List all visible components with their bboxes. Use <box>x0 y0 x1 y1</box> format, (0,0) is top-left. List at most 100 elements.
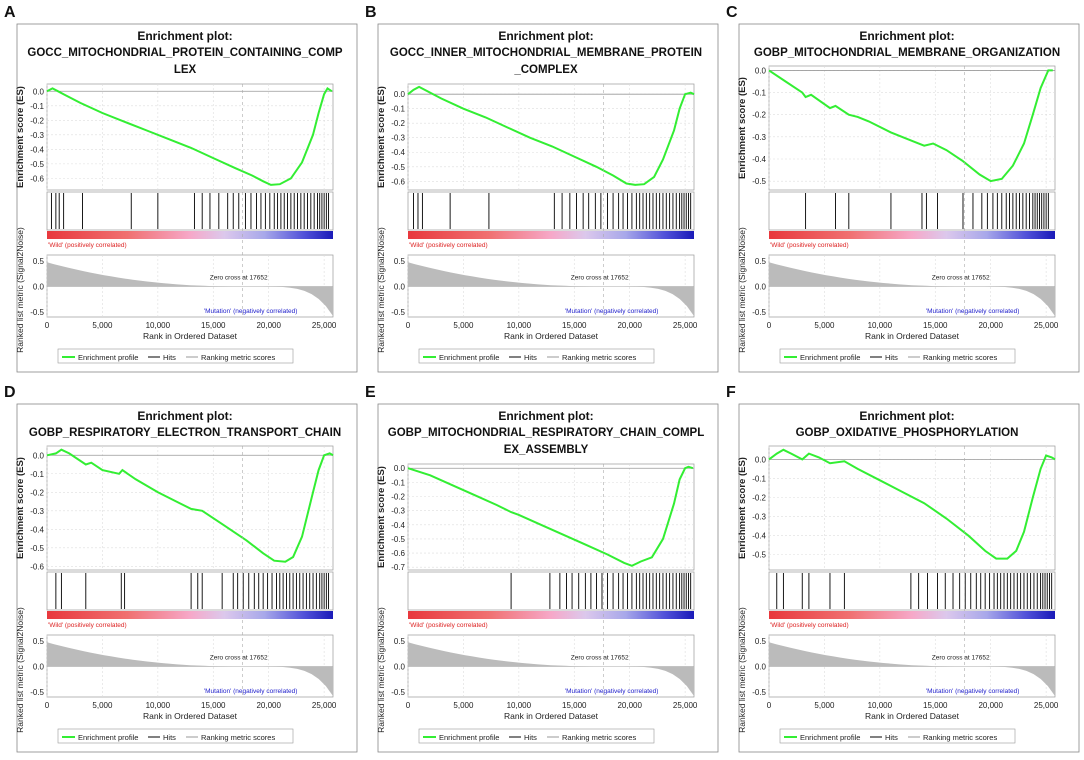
legend-rank-label: Ranking metric scores <box>562 733 636 742</box>
es-ytick-label: -0.4 <box>391 521 405 530</box>
es-plot-area <box>46 83 334 191</box>
xtick-label: 25,000 <box>312 701 337 710</box>
panel-b: B Enrichment plot: GOCC_INNER_MITOCHONDRIA… <box>365 4 719 373</box>
rank-ytick-label: 0.0 <box>394 283 406 292</box>
pos-corr-label: 'Wild' (positively correlated) <box>770 242 849 249</box>
es-ylabel: Enrichment score (ES) <box>737 77 748 179</box>
title-line: GOBP_MITOCHONDRIAL_MEMBRANE_ORGANIZATION <box>754 47 1060 59</box>
title-prefix: Enrichment plot: <box>137 409 232 423</box>
title-line: LEX <box>174 64 197 76</box>
title-line: GOBP_OXIDATIVE_PHOSPHORYLATION <box>796 427 1019 439</box>
rank-ytick-label: -0.5 <box>752 688 766 697</box>
panel-letter: C <box>726 4 738 21</box>
es-ytick-label: -0.3 <box>752 513 766 522</box>
rank-ytick-label: 0.0 <box>755 283 767 292</box>
legend-es-label: Enrichment profile <box>800 353 860 362</box>
es-ytick-label: -0.1 <box>391 478 405 487</box>
es-ytick-label: -0.5 <box>752 551 766 560</box>
es-ylabel: Enrichment score (ES) <box>15 457 26 559</box>
es-ytick-label: -0.3 <box>30 131 44 140</box>
es-ytick-label: -0.5 <box>30 544 44 553</box>
neg-corr-label: 'Mutation' (negatively correlated) <box>926 308 1020 315</box>
es-ytick-label: 0.0 <box>394 464 406 473</box>
xtick-label: 10,000 <box>146 701 171 710</box>
es-ytick-label: 0.0 <box>755 455 767 464</box>
xtick-label: 5,000 <box>92 321 113 330</box>
legend-hits-label: Hits <box>524 733 537 742</box>
title-line: GOCC_MITOCHONDRIAL_PROTEIN_CONTAINING_CO… <box>27 47 343 59</box>
xtick-label: 5,000 <box>814 701 835 710</box>
rank-ytick-label: 0.5 <box>33 637 45 646</box>
xtick-label: 10,000 <box>868 321 893 330</box>
xtick-label: 10,000 <box>868 701 893 710</box>
xtick-label: 15,000 <box>562 701 587 710</box>
title-prefix: Enrichment plot: <box>498 409 593 423</box>
es-curve <box>768 448 1056 560</box>
zero-cross-label: Zero cross at 17652 <box>932 655 990 662</box>
es-ytick-label: -0.3 <box>391 134 405 143</box>
rank-ytick-label: 0.0 <box>755 663 767 672</box>
rank-ytick-label: 0.0 <box>33 663 45 672</box>
rank-ylabel: Ranked list metric (Signal2Noise) <box>376 607 386 733</box>
xtick-label: 0 <box>767 701 772 710</box>
rank-ytick-label: 0.0 <box>394 663 406 672</box>
legend-box <box>418 348 655 364</box>
es-ytick-label: -0.6 <box>30 174 44 183</box>
xtick-label: 20,000 <box>978 701 1003 710</box>
es-ylabel: Enrichment score (ES) <box>15 86 26 188</box>
hits-area <box>46 571 334 611</box>
zero-cross-label: Zero cross at 17652 <box>932 275 990 282</box>
xlabel: Rank in Ordered Dataset <box>504 331 599 341</box>
title-line: GOBP_MITOCHONDRIAL_RESPIRATORY_CHAIN_COM… <box>388 427 705 439</box>
legend-rank-label: Ranking metric scores <box>923 353 997 362</box>
correlation-bar <box>408 611 694 619</box>
title-prefix: Enrichment plot: <box>859 409 954 423</box>
es-ylabel: Enrichment score (ES) <box>737 457 748 559</box>
es-ytick-label: -0.4 <box>30 525 44 534</box>
pos-corr-label: 'Wild' (positively correlated) <box>409 242 488 249</box>
es-ytick-label: -0.6 <box>391 549 405 558</box>
pos-corr-label: 'Wild' (positively correlated) <box>409 622 488 629</box>
legend-hits-label: Hits <box>524 353 537 362</box>
title-prefix: Enrichment plot: <box>498 29 593 43</box>
es-ytick-label: -0.2 <box>391 493 405 502</box>
title-line: EX_ASSEMBLY <box>504 444 589 456</box>
legend-hits-label: Hits <box>885 733 898 742</box>
es-ytick-label: 0.0 <box>33 87 45 96</box>
title-line: GOBP_RESPIRATORY_ELECTRON_TRANSPORT_CHAI… <box>29 427 341 439</box>
xtick-label: 0 <box>406 701 411 710</box>
xtick-label: 0 <box>767 321 772 330</box>
panel-letter: F <box>726 384 736 401</box>
hits-area <box>46 191 334 231</box>
xtick-label: 25,000 <box>673 321 698 330</box>
legend-box <box>779 728 1016 744</box>
rank-ylabel: Ranked list metric (Signal2Noise) <box>737 607 747 733</box>
pos-corr-label: 'Wild' (positively correlated) <box>48 242 127 249</box>
legend-box <box>779 348 1016 364</box>
rank-ytick-label: 0.5 <box>394 637 406 646</box>
es-ytick-label: -0.4 <box>752 155 766 164</box>
es-ytick-label: -0.1 <box>391 105 405 114</box>
legend-es-label: Enrichment profile <box>78 353 138 362</box>
es-ytick-label: -0.5 <box>391 535 405 544</box>
xtick-label: 25,000 <box>1034 701 1059 710</box>
es-ytick-label: -0.4 <box>30 145 44 154</box>
xtick-label: 15,000 <box>923 321 948 330</box>
es-ytick-label: -0.2 <box>391 119 405 128</box>
xtick-label: 5,000 <box>453 701 474 710</box>
xtick-label: 15,000 <box>923 701 948 710</box>
panel-f: F Enrichment plot: GOBP_OXIDATIVE_PHOSPHOR… <box>726 384 1080 753</box>
xlabel: Rank in Ordered Dataset <box>865 331 960 341</box>
zero-cross-label: Zero cross at 17652 <box>571 655 629 662</box>
zero-cross-label: Zero cross at 17652 <box>210 655 268 662</box>
rank-ytick-label: 0.5 <box>755 257 767 266</box>
es-curve <box>46 448 334 563</box>
rank-ytick-label: 0.5 <box>394 257 406 266</box>
rank-ytick-label: 0.5 <box>33 257 45 266</box>
xtick-label: 10,000 <box>507 701 532 710</box>
xlabel: Rank in Ordered Dataset <box>143 331 238 341</box>
xtick-label: 0 <box>406 321 411 330</box>
xtick-label: 5,000 <box>92 701 113 710</box>
es-ytick-label: -0.3 <box>391 507 405 516</box>
rank-ytick-label: -0.5 <box>391 688 405 697</box>
